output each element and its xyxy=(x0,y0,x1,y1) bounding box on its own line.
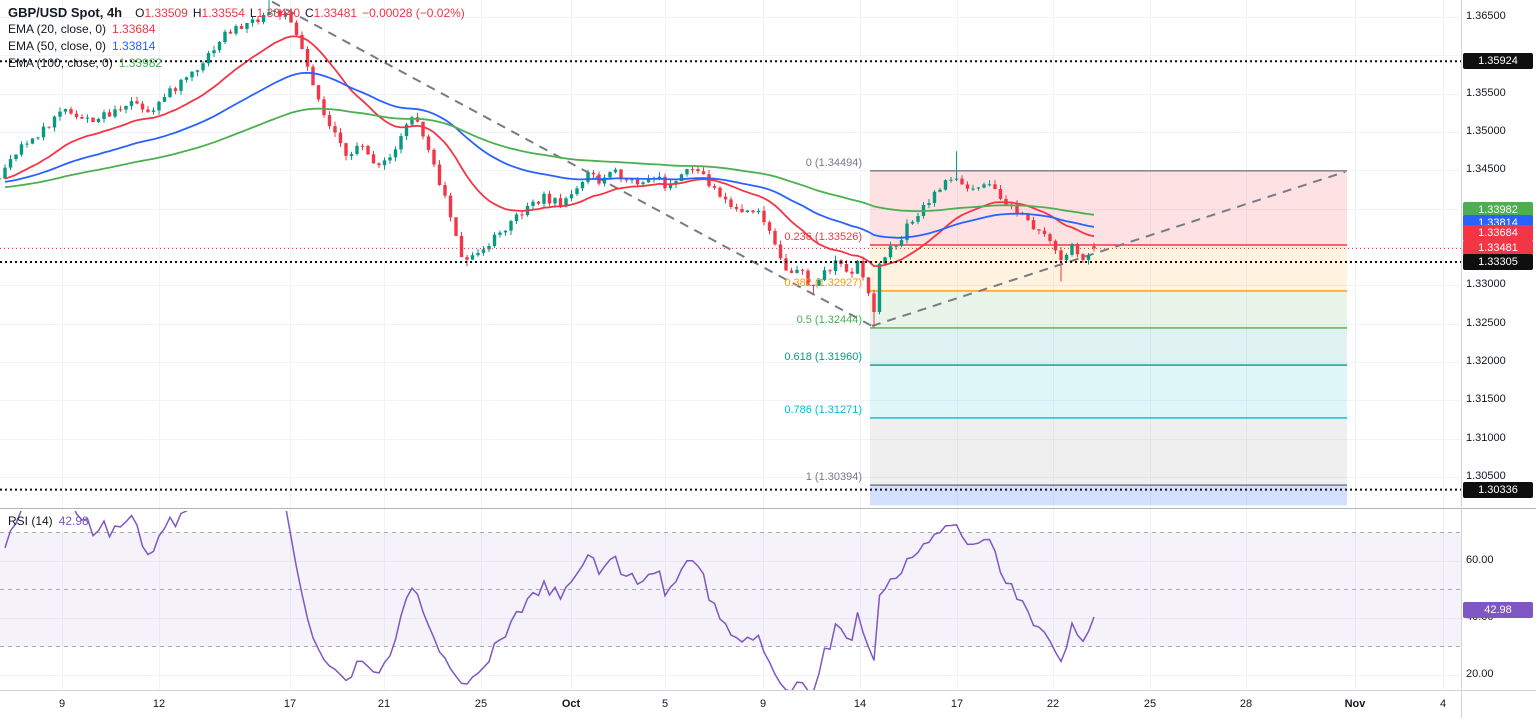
fib-level-label: 1 (1.30394) xyxy=(806,471,862,483)
gridlines xyxy=(0,0,1461,690)
ema50-label: EMA (50, close, 0) xyxy=(8,39,107,53)
rsi-label: RSI (14) xyxy=(8,514,53,528)
ohlc-close-key: C xyxy=(305,6,314,20)
fib-level-label: 0 (1.34494) xyxy=(806,157,862,169)
ohlc-open-value: 1.33509 xyxy=(144,6,188,20)
price-axis[interactable] xyxy=(1461,0,1536,718)
ema20-value: 1.33684 xyxy=(112,22,156,36)
candles-layer xyxy=(0,0,1096,328)
ohlc-high-value: 1.33554 xyxy=(201,6,245,20)
rsi-value: 42.98 xyxy=(58,514,89,528)
symbol-title: GBP/USD Spot, 4h xyxy=(8,5,123,20)
ema100-legend-row[interactable]: EMA (100, close, 0) 1.33982 xyxy=(8,56,465,73)
ema50-value: 1.33814 xyxy=(112,39,156,53)
ohlc-low-value: 1.33440 xyxy=(256,6,300,20)
symbol-legend-row[interactable]: GBP/USD Spot, 4h O 1.33509 H 1.33554 L 1.33… xyxy=(8,5,465,22)
ohlc-low-key: L xyxy=(249,6,257,20)
fib-level-label: 0.382 (1.32927) xyxy=(784,277,862,289)
ema100-label: EMA (100, close, 0) xyxy=(8,56,113,70)
time-axis[interactable] xyxy=(0,690,1536,718)
ema50-legend-row[interactable]: EMA (50, close, 0) 1.33814 xyxy=(8,39,465,56)
ohlc-close-value: 1.33481 xyxy=(313,6,358,20)
ema20-line[interactable] xyxy=(4,35,1095,268)
fib-retracement[interactable] xyxy=(870,170,1347,506)
fib-level-label: 0.5 (1.32444) xyxy=(797,314,862,326)
ema20-label: EMA (20, close, 0) xyxy=(8,22,107,36)
rsi-legend: RSI (14) 42.98 xyxy=(8,514,89,531)
rsi-line xyxy=(4,511,1095,690)
ohlc-high-key: H xyxy=(192,6,202,20)
fib-level-label: 0.618 (1.31960) xyxy=(784,351,862,363)
ema100-line[interactable] xyxy=(4,107,1095,216)
ohlc-change: −0.00028 (−0.02%) xyxy=(362,6,465,20)
ema100-value: 1.33982 xyxy=(118,56,163,70)
chart-legend: GBP/USD Spot, 4h O 1.33509 H 1.33554 L 1.33… xyxy=(8,5,465,73)
ema50-line[interactable] xyxy=(4,71,1095,239)
fib-level-label: 0.236 (1.33526) xyxy=(784,231,862,243)
fib-level-label: 0.786 (1.31271) xyxy=(784,404,862,416)
ohlc-open-key: O xyxy=(135,6,145,20)
rsi-legend-row[interactable]: RSI (14) 42.98 xyxy=(8,514,89,531)
ema20-legend-row[interactable]: EMA (20, close, 0) 1.33684 xyxy=(8,22,465,39)
